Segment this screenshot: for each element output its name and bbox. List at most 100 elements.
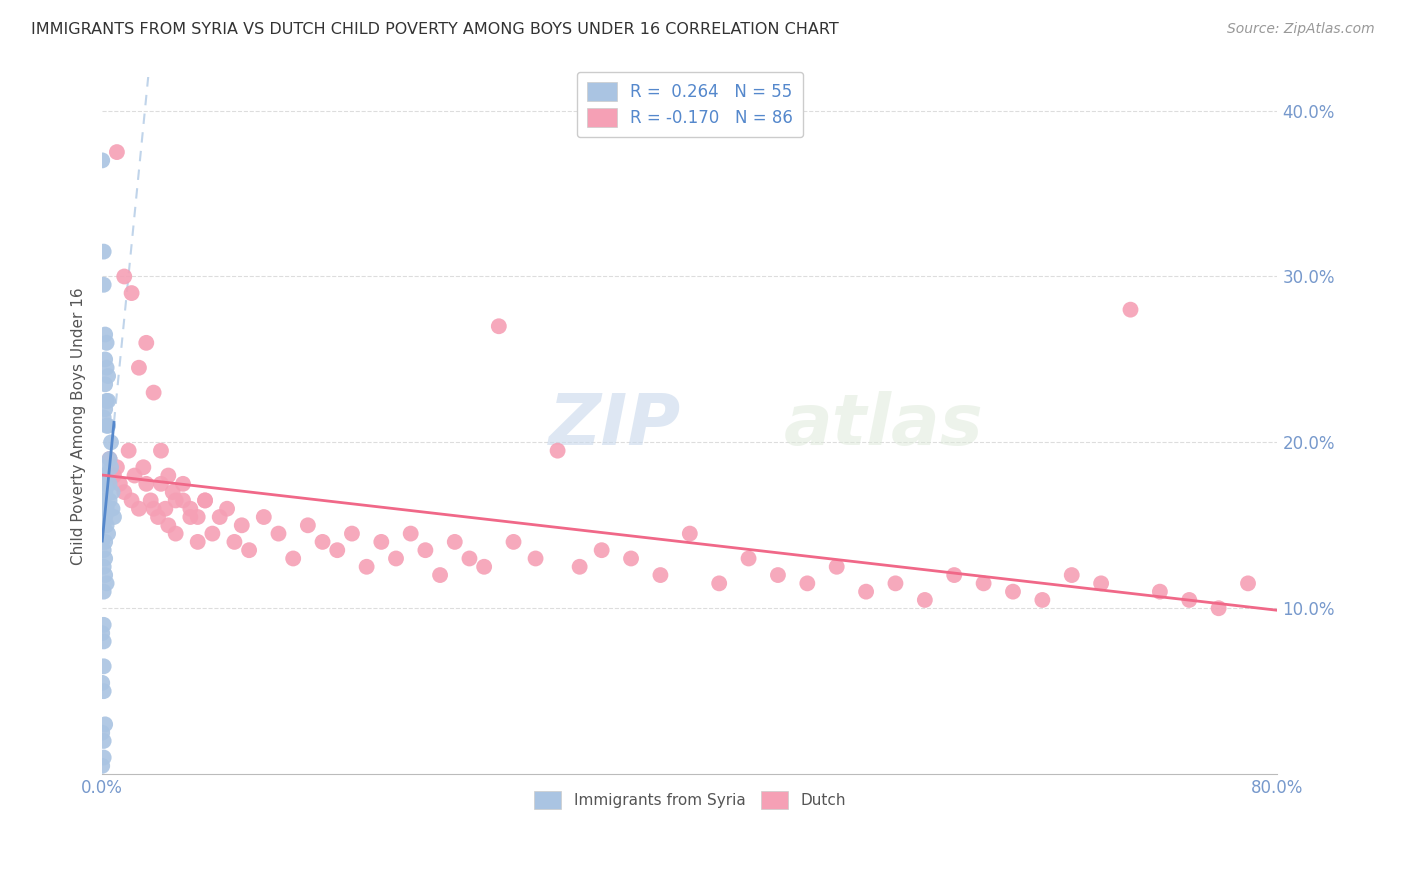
Point bbox=[97, 418, 120, 433]
Point bbox=[91, 493, 114, 508]
Point bbox=[93, 734, 115, 748]
Point bbox=[1178, 593, 1201, 607]
Point bbox=[118, 443, 141, 458]
Point bbox=[502, 535, 524, 549]
Point bbox=[165, 526, 187, 541]
Point bbox=[135, 335, 157, 350]
Point bbox=[208, 510, 231, 524]
Point bbox=[93, 518, 115, 533]
Point bbox=[93, 501, 115, 516]
Point bbox=[93, 684, 115, 698]
Point bbox=[93, 750, 115, 764]
Point bbox=[96, 335, 118, 350]
Point bbox=[97, 526, 120, 541]
Y-axis label: Child Poverty Among Boys Under 16: Child Poverty Among Boys Under 16 bbox=[72, 287, 86, 565]
Point bbox=[591, 543, 613, 558]
Point bbox=[97, 393, 120, 408]
Point bbox=[93, 468, 115, 483]
Point bbox=[201, 526, 224, 541]
Point bbox=[139, 493, 162, 508]
Point bbox=[121, 493, 143, 508]
Point bbox=[93, 659, 115, 673]
Point bbox=[1031, 593, 1053, 607]
Point bbox=[194, 493, 217, 508]
Point bbox=[620, 551, 643, 566]
Point bbox=[100, 435, 122, 450]
Point bbox=[356, 559, 378, 574]
Point bbox=[103, 468, 125, 483]
Point bbox=[399, 526, 422, 541]
Point bbox=[96, 518, 118, 533]
Point bbox=[326, 543, 349, 558]
Point bbox=[94, 476, 117, 491]
Point bbox=[128, 360, 150, 375]
Point bbox=[121, 286, 143, 301]
Point bbox=[165, 493, 187, 508]
Point bbox=[187, 510, 209, 524]
Point bbox=[94, 568, 117, 582]
Point bbox=[91, 725, 114, 739]
Point bbox=[157, 468, 180, 483]
Text: ZIP: ZIP bbox=[548, 392, 681, 460]
Point bbox=[973, 576, 995, 591]
Point bbox=[1090, 576, 1112, 591]
Point bbox=[370, 535, 392, 549]
Point bbox=[103, 510, 125, 524]
Point bbox=[253, 510, 276, 524]
Text: Source: ZipAtlas.com: Source: ZipAtlas.com bbox=[1227, 22, 1375, 37]
Point bbox=[98, 452, 121, 467]
Point bbox=[472, 559, 495, 574]
Point bbox=[105, 145, 128, 159]
Point bbox=[884, 576, 907, 591]
Point bbox=[91, 759, 114, 773]
Point bbox=[172, 476, 194, 491]
Point bbox=[108, 476, 131, 491]
Point bbox=[179, 510, 201, 524]
Point bbox=[825, 559, 848, 574]
Point bbox=[1237, 576, 1260, 591]
Point bbox=[443, 535, 465, 549]
Point bbox=[94, 485, 117, 500]
Point bbox=[94, 377, 117, 392]
Point bbox=[96, 576, 118, 591]
Point bbox=[429, 568, 451, 582]
Point bbox=[94, 402, 117, 417]
Point bbox=[1060, 568, 1083, 582]
Text: IMMIGRANTS FROM SYRIA VS DUTCH CHILD POVERTY AMONG BOYS UNDER 16 CORRELATION CHA: IMMIGRANTS FROM SYRIA VS DUTCH CHILD POV… bbox=[31, 22, 839, 37]
Point bbox=[132, 460, 155, 475]
Point bbox=[94, 510, 117, 524]
Point bbox=[179, 501, 201, 516]
Point bbox=[385, 551, 408, 566]
Point bbox=[98, 493, 121, 508]
Point bbox=[796, 576, 818, 591]
Point bbox=[94, 717, 117, 731]
Point bbox=[98, 452, 121, 467]
Point bbox=[650, 568, 672, 582]
Point bbox=[93, 244, 115, 259]
Point bbox=[91, 153, 114, 168]
Point bbox=[94, 352, 117, 367]
Point bbox=[217, 501, 239, 516]
Point bbox=[149, 443, 172, 458]
Point bbox=[112, 485, 135, 500]
Point bbox=[93, 476, 115, 491]
Point bbox=[1119, 302, 1142, 317]
Point bbox=[101, 501, 124, 516]
Point bbox=[96, 393, 118, 408]
Point bbox=[93, 277, 115, 292]
Point bbox=[98, 476, 121, 491]
Point bbox=[97, 369, 120, 384]
Point bbox=[943, 568, 966, 582]
Point bbox=[458, 551, 481, 566]
Point bbox=[709, 576, 731, 591]
Point bbox=[194, 493, 217, 508]
Point bbox=[142, 385, 165, 400]
Point bbox=[1001, 584, 1024, 599]
Point bbox=[172, 493, 194, 508]
Point bbox=[524, 551, 547, 566]
Point bbox=[105, 460, 128, 475]
Point bbox=[94, 327, 117, 342]
Point bbox=[187, 535, 209, 549]
Point bbox=[297, 518, 319, 533]
Point bbox=[1149, 584, 1171, 599]
